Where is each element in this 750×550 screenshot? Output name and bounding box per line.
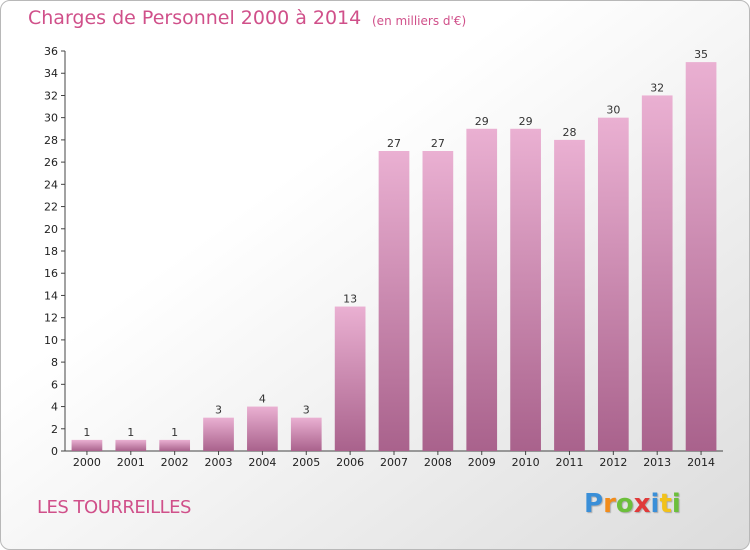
y-tick-label: 10 <box>44 334 58 347</box>
bar[interactable] <box>378 151 410 451</box>
x-tick-label: 2004 <box>248 456 276 469</box>
bar[interactable] <box>247 406 278 451</box>
bar-value-label: 13 <box>343 293 357 306</box>
y-tick-label: 36 <box>44 45 58 58</box>
bar-value-label: 35 <box>694 48 708 61</box>
chart-subtitle: (en milliers d'€) <box>372 14 467 28</box>
bar-value-label: 28 <box>562 126 576 139</box>
y-tick-label: 8 <box>51 356 58 369</box>
logo-letter: o <box>615 489 634 519</box>
bar[interactable] <box>466 128 498 451</box>
y-tick-label: 18 <box>44 245 58 258</box>
bar-value-label: 27 <box>431 137 445 150</box>
bar[interactable] <box>554 139 585 451</box>
y-tick-label: 16 <box>44 267 58 280</box>
proxiti-logo[interactable]: Proxiti <box>584 489 681 519</box>
x-tick-label: 2011 <box>555 456 583 469</box>
bar-value-label: 1 <box>127 426 134 439</box>
x-tick-label: 2013 <box>643 456 671 469</box>
bar[interactable] <box>159 439 191 451</box>
bars <box>71 62 717 452</box>
bar[interactable] <box>115 439 147 451</box>
bar-value-label: 30 <box>606 104 620 117</box>
bar[interactable] <box>334 306 366 451</box>
bar[interactable] <box>71 439 103 451</box>
x-tick-label: 2005 <box>292 456 320 469</box>
logo-letter: P <box>584 489 604 519</box>
x-tick-label: 2009 <box>468 456 496 469</box>
x-tick-label: 2006 <box>336 456 364 469</box>
logo-letter: x <box>633 489 651 519</box>
x-tick-label: 2001 <box>117 456 145 469</box>
bar-value-label: 3 <box>303 404 310 417</box>
logo-letter: t <box>659 489 672 519</box>
bar-value-label: 4 <box>259 393 266 406</box>
bar-value-label: 27 <box>387 137 401 150</box>
chart-title: Charges de Personnel 2000 à 2014 <box>28 7 362 29</box>
y-tick-label: 20 <box>44 223 58 236</box>
bar-value-label: 29 <box>519 115 533 128</box>
x-tick-label: 2002 <box>161 456 189 469</box>
bar[interactable] <box>597 117 629 452</box>
x-tick-label: 2008 <box>424 456 452 469</box>
y-tick-label: 28 <box>44 134 58 147</box>
y-tick-label: 4 <box>51 401 58 414</box>
x-tick-label: 2003 <box>205 456 233 469</box>
logo-letter: i <box>650 489 660 519</box>
bar-value-label: 1 <box>171 426 178 439</box>
y-tick-label: 30 <box>44 112 58 125</box>
y-tick-label: 26 <box>44 156 58 169</box>
bar[interactable] <box>685 62 717 451</box>
y-tick-label: 12 <box>44 312 58 325</box>
y-tick-label: 14 <box>44 289 58 302</box>
y-tick-label: 24 <box>44 178 58 191</box>
y-tick-label: 32 <box>44 89 58 102</box>
y-tick-label: 6 <box>51 378 58 391</box>
logo-letter: i <box>671 489 681 519</box>
bar[interactable] <box>510 128 541 451</box>
y-tick-label: 0 <box>51 445 58 458</box>
x-tick-label: 2000 <box>73 456 101 469</box>
x-tick-label: 2007 <box>380 456 408 469</box>
logo-letter: r <box>603 489 616 519</box>
bar[interactable] <box>203 417 234 451</box>
bar-value-label: 29 <box>475 115 489 128</box>
x-axis: 2000 2001 2002 2003 2004 2005 2006 2007 2008 2009… <box>65 450 723 469</box>
x-tick-label: 2014 <box>687 456 715 469</box>
y-tick-label: 2 <box>51 423 58 436</box>
bar-value-label: 3 <box>215 404 222 417</box>
bar-value-label: 1 <box>83 426 90 439</box>
bar-value-label: 32 <box>650 81 664 94</box>
y-tick-label: 22 <box>44 201 58 214</box>
bar[interactable] <box>290 417 322 451</box>
x-tick-label: 2010 <box>512 456 540 469</box>
commune-name: LES TOURREILLES <box>37 497 191 518</box>
bar[interactable] <box>641 95 673 451</box>
bar[interactable] <box>422 151 454 451</box>
x-tick-label: 2012 <box>599 456 627 469</box>
y-tick-label: 34 <box>44 67 58 80</box>
